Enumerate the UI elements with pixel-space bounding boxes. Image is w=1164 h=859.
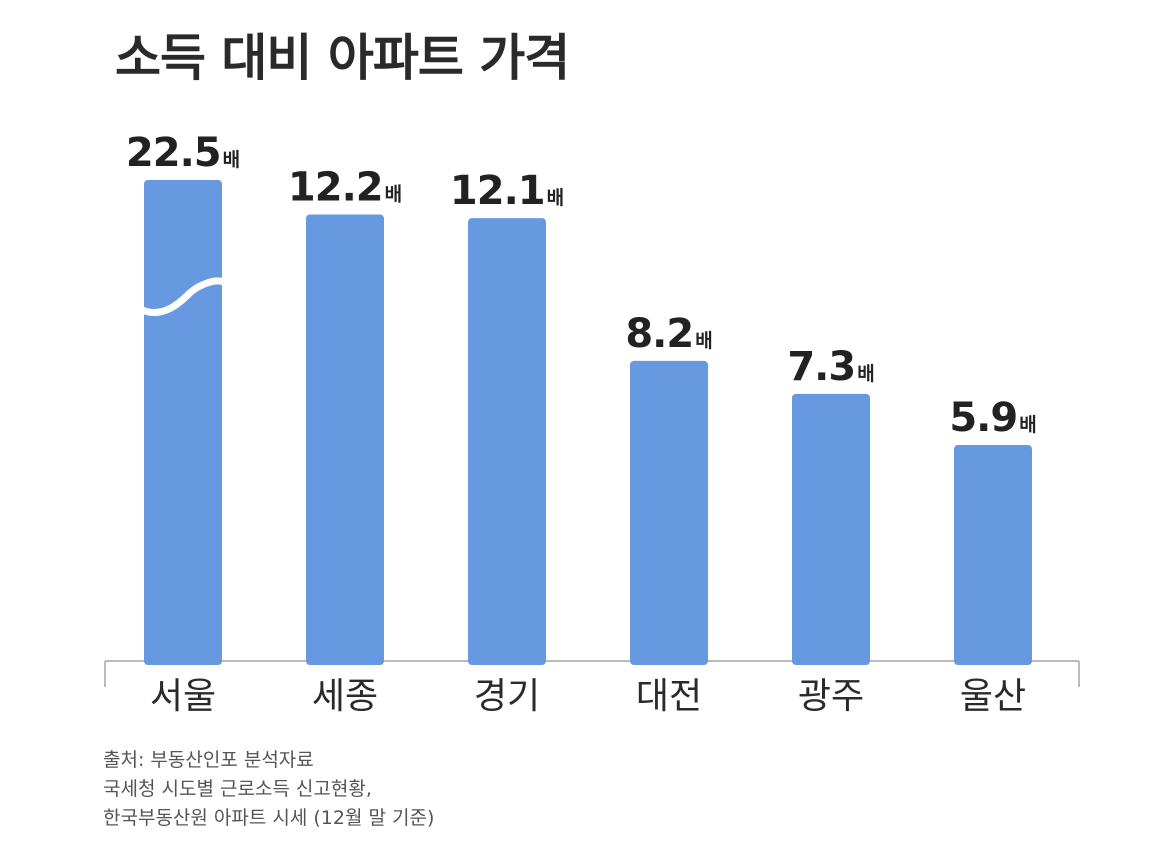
bar-5 [954, 445, 1032, 665]
bar-chart: 22.5 배서울 12.2 배세종 12.1 배경기 8.2 배대전 7.3 배광주 5.9 배울산 [104, 130, 1080, 717]
category-label-1: 세종 [312, 676, 378, 717]
source-line-2: 국세청 시도별 근로소득 신고현황, [103, 778, 372, 800]
bar-0 [144, 180, 222, 665]
source-note: 출처: 부동산인포 분석자료 국세청 시도별 근로소득 신고현황, 한국부동산원… [103, 746, 434, 833]
data-label-4: 7.3 배 [787, 344, 874, 390]
data-label-3: 8.2 배 [625, 311, 712, 357]
chart-title: 소득 대비 아파트 가격 [115, 29, 570, 87]
data-label-2: 12.1 배 [450, 168, 564, 214]
data-label-0: 22.5 배 [126, 130, 240, 176]
category-label-4: 광주 [798, 676, 864, 717]
bar-3 [630, 360, 708, 665]
bar-2 [468, 218, 546, 665]
axis-break-mark [140, 277, 226, 316]
category-label-0: 서울 [150, 676, 216, 717]
bar-4 [792, 393, 870, 665]
source-line-1: 출처: 부동산인포 분석자료 [103, 749, 314, 771]
source-line-3: 한국부동산원 아파트 시세 (12월 말 기준) [103, 807, 435, 829]
data-label-5: 5.9 배 [949, 395, 1036, 441]
data-label-1: 12.2 배 [288, 164, 402, 210]
category-label-3: 대전 [636, 676, 702, 717]
bar-1 [306, 214, 384, 666]
category-label-2: 경기 [474, 676, 540, 717]
category-label-5: 울산 [960, 676, 1026, 717]
